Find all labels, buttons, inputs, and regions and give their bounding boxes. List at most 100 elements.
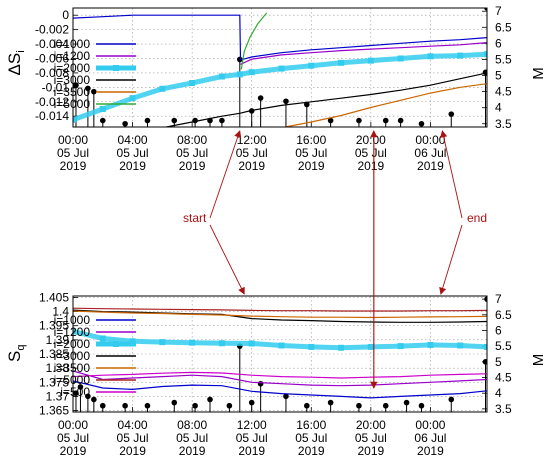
series-marker	[397, 55, 404, 62]
legend-label: i=1200	[54, 49, 91, 63]
series-marker	[159, 339, 166, 346]
event-marker	[484, 8, 487, 11]
y-tick-label: -0.002	[35, 23, 69, 37]
event-marker	[448, 111, 455, 117]
series-marker	[397, 343, 404, 350]
x-tick-label: 16:00 05 Jul 2019	[295, 133, 327, 173]
series-marker	[248, 340, 255, 347]
event-marker	[403, 399, 410, 406]
connector-arrow	[209, 224, 245, 295]
plot-frame	[72, 295, 488, 413]
x-tick-label: 16:00 05 Jul 2019	[295, 418, 327, 458]
y2-tick-label: 6	[495, 36, 502, 50]
legend-label: i=3000	[54, 73, 91, 87]
event-marker	[283, 393, 289, 400]
series-line	[240, 12, 268, 70]
x-tick-label: 08:00 05 Jul 2019	[176, 418, 208, 458]
y-tick-label: -0.004	[35, 37, 69, 51]
x-tick-label: 00:00 05 Jul 2019	[57, 418, 89, 458]
legend-label: i=2000	[54, 337, 91, 351]
plot-area	[73, 8, 487, 127]
event-marker	[144, 117, 151, 124]
series-marker	[236, 71, 243, 78]
x-tick-label: 20:00 05 Jul 2019	[355, 133, 387, 173]
event-marker	[73, 390, 79, 396]
legend-label: i=1000	[54, 313, 91, 327]
series-line	[281, 83, 487, 127]
y2-tick-label: 5	[495, 355, 502, 369]
event-marker	[99, 117, 106, 124]
event-marker	[99, 402, 106, 409]
series-marker	[427, 53, 434, 60]
y2-axis-title: M	[530, 67, 547, 80]
series-marker	[278, 65, 285, 72]
y2-tick-label: 5.5	[495, 52, 512, 66]
y2-tick-label: 3.5	[495, 402, 512, 416]
y2-tick-label: 4.5	[495, 85, 512, 99]
event-marker	[91, 88, 97, 95]
event-marker	[236, 56, 243, 63]
series-line	[240, 42, 487, 65]
y-tick-label: 1.385	[39, 347, 69, 361]
x-tick-label: 00:00 06 Jul 2019	[414, 418, 446, 458]
event-marker	[122, 120, 128, 127]
series-line	[163, 72, 487, 127]
series-line	[73, 14, 487, 61]
series-marker	[308, 62, 315, 69]
x-tick-label: 00:00 06 Jul 2019	[414, 133, 446, 173]
series-marker	[338, 59, 345, 66]
event-marker	[283, 98, 289, 105]
event-marker	[85, 85, 91, 92]
y-tick-label: 1.365	[39, 404, 69, 418]
series-marker	[189, 339, 196, 346]
legend-swatch-marker	[113, 65, 119, 71]
y2-tick-label: 6	[495, 323, 502, 337]
series-marker	[129, 338, 136, 345]
connector-arrow	[209, 130, 242, 219]
event-marker	[122, 402, 128, 409]
y2-axis-title: M	[530, 354, 547, 367]
start-annotation: start	[183, 211, 207, 225]
y2-tick-label: 3.5	[495, 117, 512, 131]
event-marker	[91, 396, 97, 403]
x-tick-label: 20:00 05 Jul 2019	[355, 418, 387, 458]
event-marker	[248, 399, 255, 406]
legend-swatch-marker	[113, 341, 119, 347]
connector-arrow	[440, 130, 463, 219]
legend-label: i=3500	[54, 361, 91, 375]
series-marker	[308, 343, 315, 350]
y-tick-label: -0.008	[35, 66, 69, 80]
x-tick-label: 04:00 05 Jul 2019	[117, 133, 149, 173]
event-marker	[73, 82, 79, 88]
event-marker	[397, 117, 404, 124]
series-marker	[367, 57, 374, 64]
series-line	[73, 371, 487, 379]
event-marker	[219, 117, 225, 124]
event-marker	[257, 380, 264, 387]
event-marker	[304, 402, 310, 409]
series-marker	[99, 105, 106, 112]
y2-tick-label: 4.5	[495, 371, 512, 385]
event-marker	[356, 117, 362, 124]
legend-label: i=3000	[54, 349, 91, 363]
event-marker	[327, 117, 334, 124]
y-tick-label: 1.38	[46, 361, 70, 375]
x-tick-label: 12:00 05 Jul 2019	[236, 133, 268, 173]
start-end-annotations: start end	[183, 130, 487, 389]
legend-label: i=1200	[54, 325, 91, 339]
series-marker	[338, 344, 345, 351]
plot-area	[73, 296, 487, 412]
event-marker	[418, 120, 425, 127]
event-marker	[192, 402, 198, 409]
y-tick-label: -0.014	[35, 109, 69, 123]
event-marker	[171, 117, 178, 124]
y-tick-label: 1.405	[39, 290, 69, 304]
series-marker	[457, 52, 464, 59]
series-marker	[129, 95, 136, 102]
plot-frame	[72, 7, 488, 128]
top-panel-delta-s: 0-0.002-0.004-0.006-0.008-0.01-0.012-0.0…	[5, 4, 547, 173]
series-marker	[457, 342, 464, 349]
legend-label: i=500	[60, 385, 90, 399]
end-annotation: end	[467, 211, 487, 225]
